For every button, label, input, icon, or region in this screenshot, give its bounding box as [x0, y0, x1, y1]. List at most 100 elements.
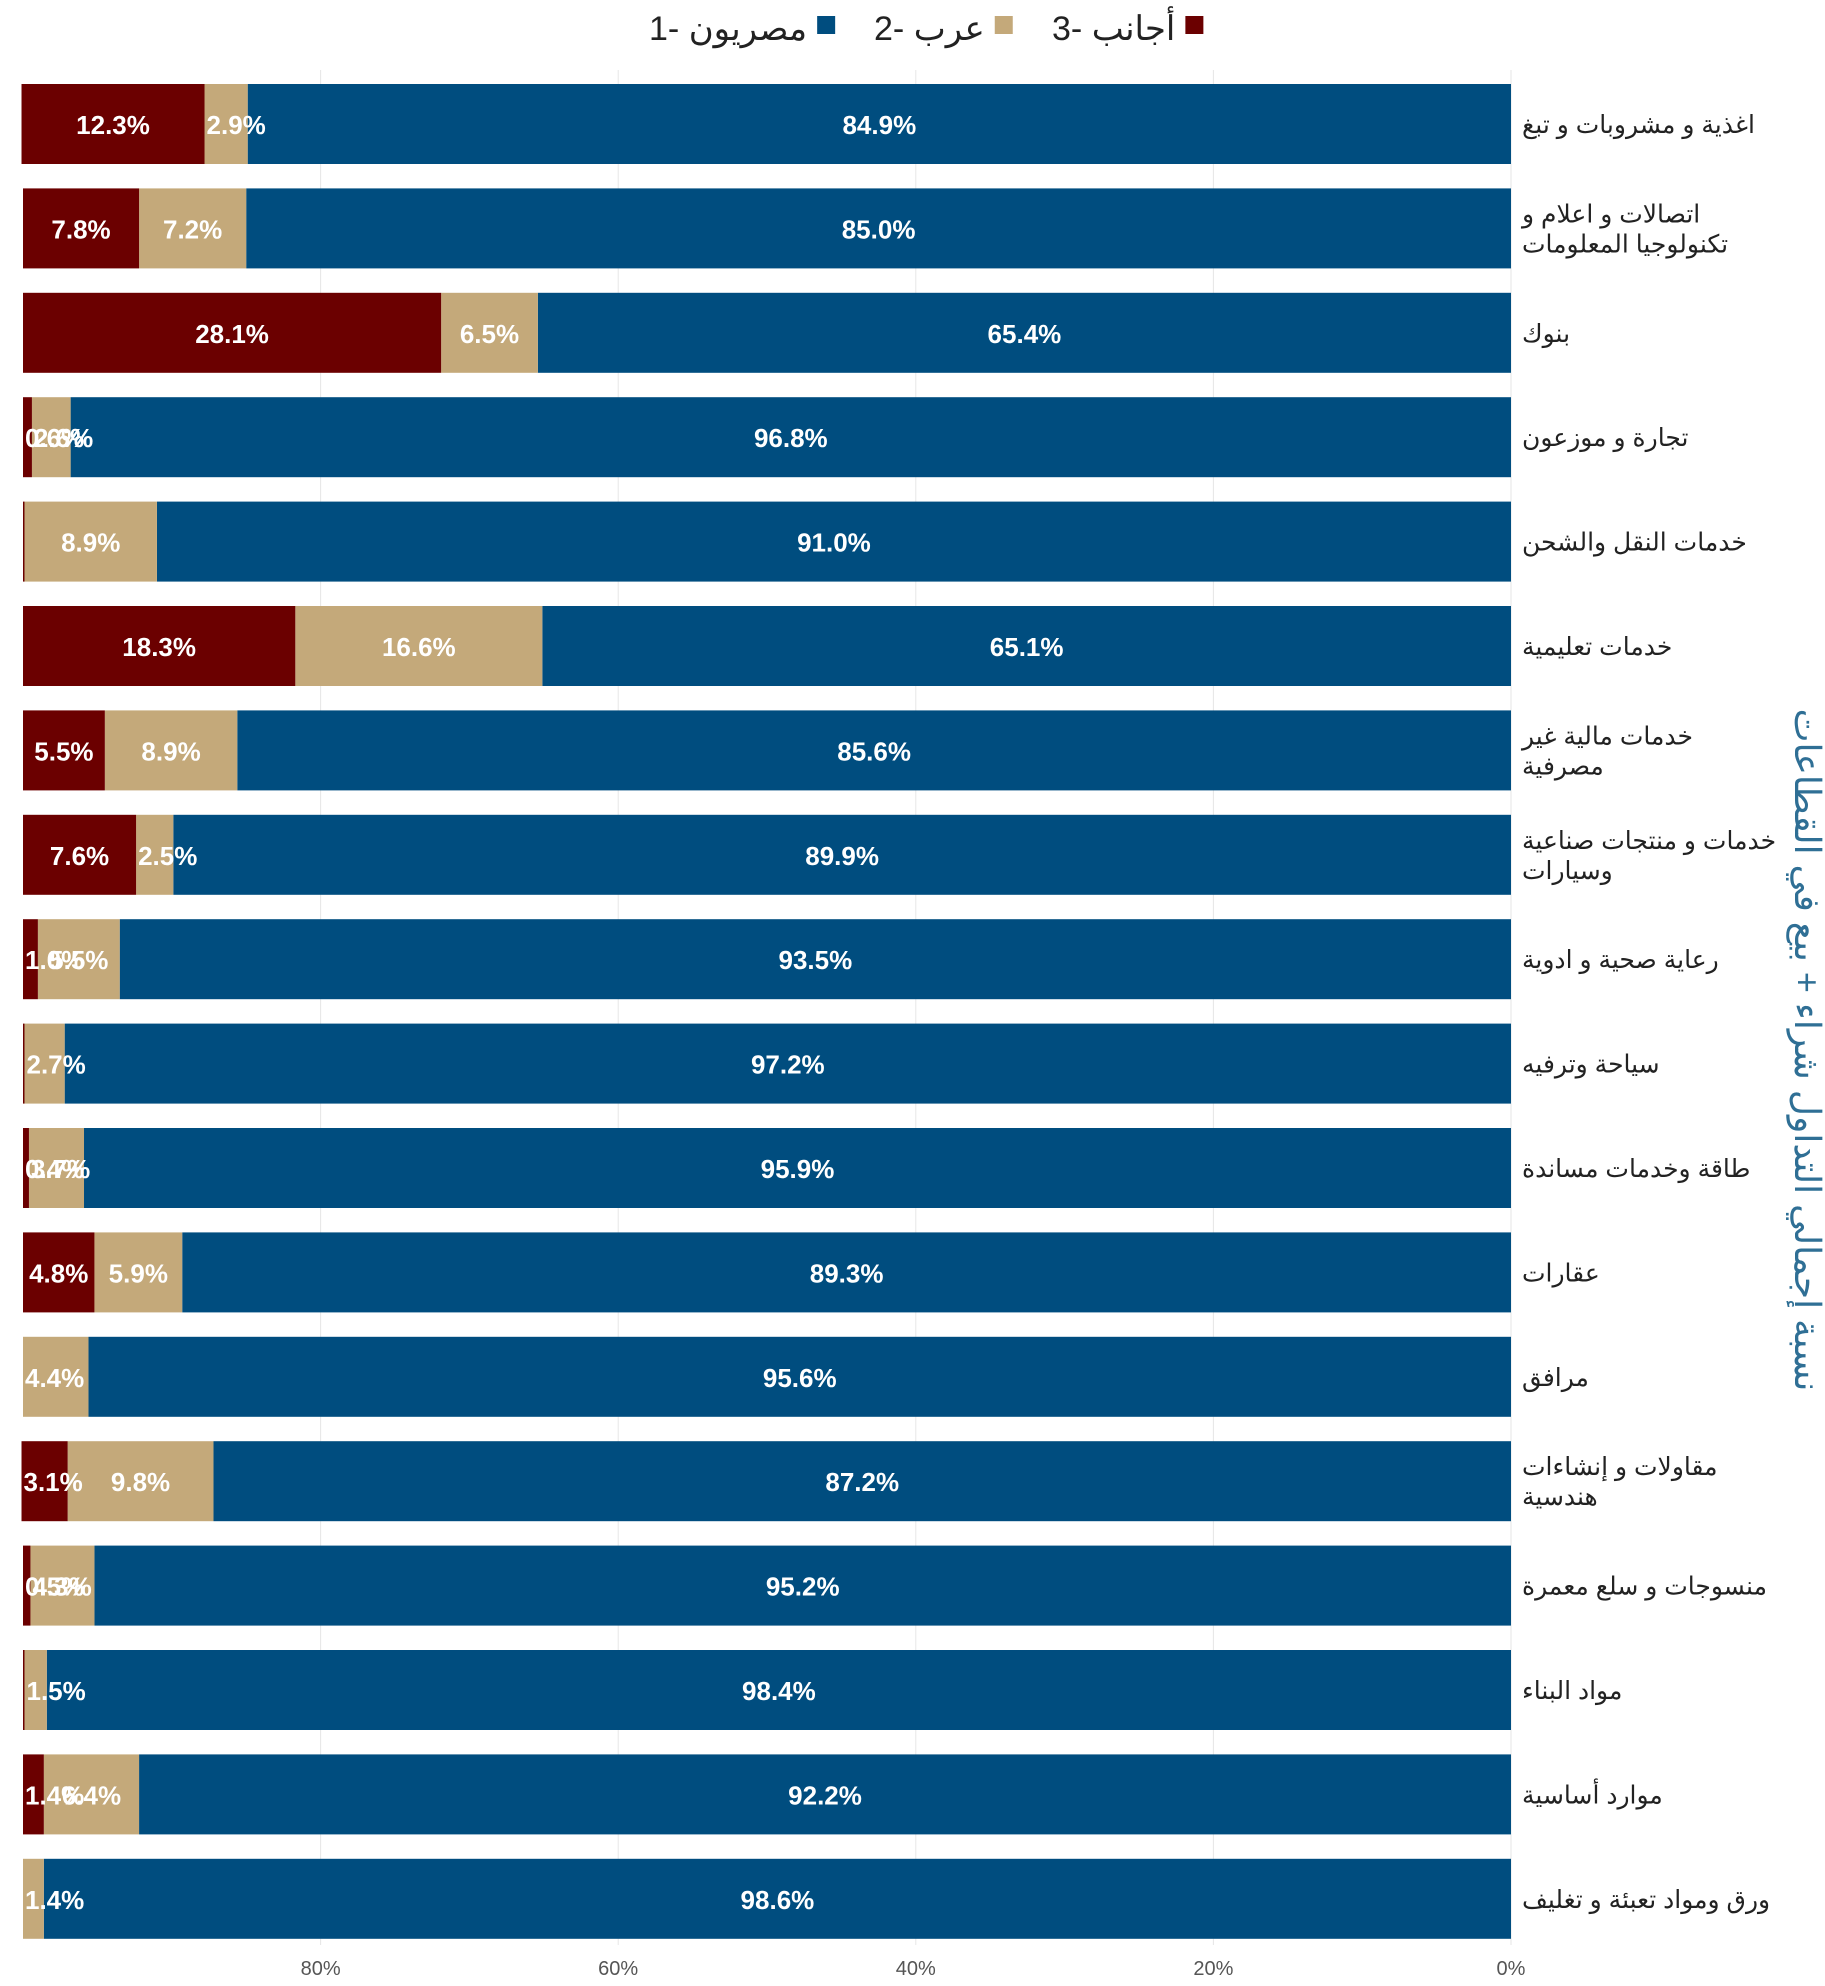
category-labels: اغذية و مشروبات و تبغ اتصالات و اعلام وتك… [1520, 111, 1776, 1915]
bar-value-label: 93.5% [778, 945, 852, 975]
x-tick-label: 60% [598, 1958, 638, 1980]
bar-segment [136, 814, 174, 895]
bar-value-label: 1.0% [25, 945, 84, 975]
category-label: خدمات مالية غير [1520, 722, 1693, 751]
category-label: اغذية و مشروبات و تبغ [1522, 111, 1755, 140]
bar-segment [23, 1545, 31, 1626]
bar-value-label: 16.6% [382, 632, 456, 662]
bar-value-label: 1.5% [26, 1676, 85, 1706]
bar-value-label: 7.8% [51, 214, 110, 244]
bar-segment [537, 292, 1511, 373]
bar-value-label: 98.6% [741, 1885, 815, 1915]
bar-value-label: 89.3% [810, 1258, 884, 1288]
bar-row: 95.9% 3.7%0.4% [23, 1128, 1511, 1208]
bar-value-label: 4.3% [32, 1572, 91, 1602]
bar-value-label: 2.5% [138, 841, 197, 871]
bar-value-label: 92.2% [788, 1780, 862, 1810]
bar-value-label: 97.2% [751, 1050, 825, 1080]
bar-segment [67, 1441, 214, 1522]
bar-value-label: 28.1% [195, 319, 269, 349]
bar-value-label: 1.4% [25, 1885, 84, 1915]
bar-segment [139, 188, 247, 269]
bar-row: 95.6% 4.4% [23, 1336, 1511, 1417]
bar-segment [37, 919, 120, 1000]
bar-row: 65.4% 6.5% 28.1% [23, 292, 1511, 373]
bar-value-label: 5.9% [109, 1258, 168, 1288]
bar-value-label: 0.6% [25, 423, 84, 453]
bar-value-label: 1.4% [25, 1780, 84, 1810]
bar-segment [43, 1754, 140, 1835]
bar-segment [156, 501, 1511, 582]
bar-value-label: 91.0% [797, 528, 871, 558]
bar-value-label: 8.9% [141, 736, 200, 766]
legend-label: مصريون -1 [649, 10, 807, 49]
bar-value-label: 6.5% [460, 319, 519, 349]
bar-segment [43, 1858, 1511, 1939]
bar-value-label: 3.1% [24, 1467, 83, 1497]
bar-row: 96.8% 2.6%0.6% [23, 397, 1512, 478]
bar-value-label: 5.5% [49, 945, 108, 975]
bar-segment [70, 397, 1512, 478]
category-label: رعاية صحية و ادوية [1522, 946, 1719, 975]
bar-segment [28, 1128, 85, 1208]
bar-value-label: 85.6% [837, 736, 911, 766]
legend-item: مصريون -1 [649, 10, 836, 49]
category-label: سياحة وترفيه [1522, 1051, 1660, 1080]
bar-value-label: 8.9% [61, 528, 120, 558]
category-label: وسيارات [1522, 857, 1613, 886]
bar-value-label: 2.7% [26, 1050, 85, 1080]
category-label: بنوك [1522, 320, 1570, 349]
bar-segment [295, 606, 543, 686]
bar-segment [213, 1441, 1512, 1522]
category-label: منسوجات و سلع معمرة [1522, 1573, 1767, 1602]
bar-segment [30, 1545, 95, 1626]
bar-segment [23, 1232, 95, 1313]
bar-value-label: 6.4% [62, 1780, 121, 1810]
bar-segment [94, 1545, 1512, 1626]
category-label: ورق ومواد تعبئة و تغليف [1522, 1886, 1770, 1915]
bar-segment [237, 710, 1512, 791]
bar-segment [46, 1650, 1512, 1730]
bar-segment [246, 188, 1512, 269]
bar-row: 85.0% 7.2% 7.8% [23, 188, 1512, 269]
category-label: خدمات النقل والشحن [1522, 529, 1747, 558]
gridlines [320, 70, 1512, 1945]
y-axis-title: نسبة إجمالي التداول شراء + بيع في القطاع… [1786, 709, 1825, 1392]
bar-value-label: 9.8% [111, 1467, 170, 1497]
bar-row: 98.4% 1.5% [23, 1650, 1512, 1730]
bar-value-label: 89.9% [805, 841, 879, 871]
bar-segment [64, 1023, 1511, 1104]
bar-segment [119, 919, 1512, 1000]
bar-value-label: 2.6% [34, 423, 93, 453]
bar-segment [23, 814, 137, 895]
bar-row: 93.5% 5.5%1.0% [23, 919, 1512, 1000]
bar-segment [23, 1128, 29, 1208]
bar-row: 89.3% 5.9% 4.8% [23, 1232, 1511, 1313]
bar-segment [24, 1650, 47, 1730]
bar-value-label: 96.8% [754, 423, 828, 453]
bar-segment [23, 292, 442, 373]
legend-item: أجانب -3 [1052, 6, 1204, 48]
bar-segment [23, 1023, 25, 1104]
bar-segment [21, 84, 205, 164]
bar-row: 65.1% 16.6% 18.3% [23, 606, 1511, 686]
bar-value-label: 7.6% [50, 841, 109, 871]
bar-value-label: 4.8% [29, 1258, 88, 1288]
bar-segment [441, 292, 538, 373]
bar-row: 91.0% 8.9% [23, 501, 1511, 582]
legend-swatch [1185, 16, 1204, 34]
legend-label: عرب -2 [874, 10, 985, 49]
bar-segment [173, 814, 1512, 895]
bar-segment [23, 501, 25, 582]
legend: مصريون -1 عرب -2 أجانب -3 [649, 6, 1204, 49]
bar-value-label: 84.9% [842, 110, 916, 140]
bar-value-label: 0.5% [25, 1572, 84, 1602]
x-tick-label: 0% [1497, 1958, 1526, 1980]
bar-value-label: 18.3% [122, 632, 196, 662]
x-tick-label: 20% [1193, 1958, 1233, 1980]
bars: 84.9% 2.9% 12.3% 85.0% 7.2% 7.8% 65.4% 6.5% 28.1… [21, 84, 1512, 1939]
bar-segment [21, 1441, 68, 1522]
bar-segment [24, 1023, 65, 1104]
bar-value-label: 12.3% [76, 110, 150, 140]
bar-row: 87.2% 9.8% 3.1% [21, 1441, 1512, 1522]
